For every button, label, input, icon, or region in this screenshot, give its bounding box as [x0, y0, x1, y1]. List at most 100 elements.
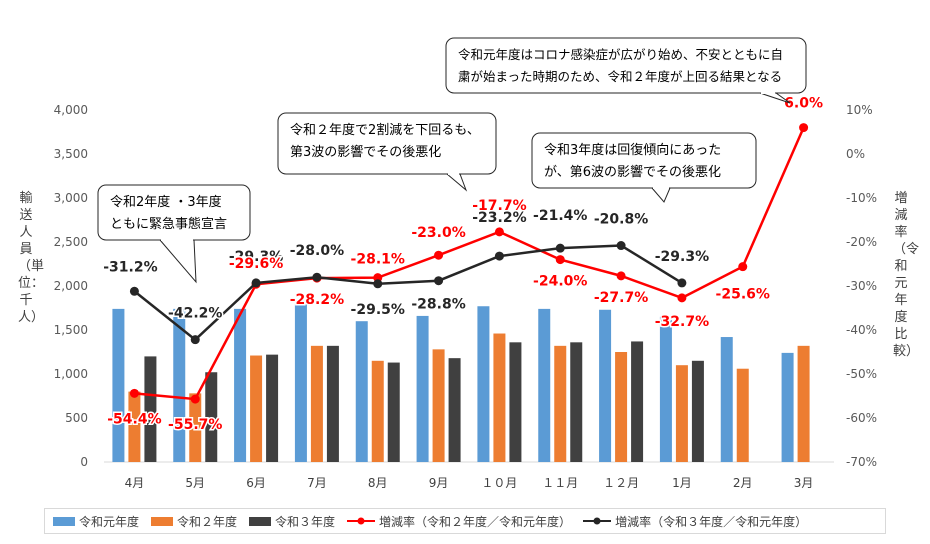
point-1	[799, 123, 809, 133]
line-series	[129, 123, 809, 404]
callout-text: 令和元年度はコロナ感染症が広がり始め、不安とともに自	[458, 47, 783, 62]
legend-swatch	[53, 516, 75, 526]
point-1	[555, 255, 565, 265]
x-tick-label: 2月	[733, 476, 753, 490]
bar-1	[720, 337, 733, 462]
axes: 0 500 1,000 1,500 2,000 2,500 3,000 3,500 4,000 -…	[54, 103, 877, 490]
y-left-tick-label: 4,000	[54, 103, 88, 117]
point-2	[555, 243, 565, 253]
legend-label: 令和元年度	[79, 514, 140, 529]
data-label-rate-r2: -24.0%	[533, 274, 587, 290]
y-right-tick-label: -60%	[846, 411, 877, 425]
callout-tail	[445, 173, 468, 192]
point-1	[616, 271, 626, 281]
point-2	[677, 278, 687, 288]
y-right-axis-title: 増減率（令和元年度比較）	[893, 191, 920, 359]
legend: 令和元年度 令和２年度 令和３年度 増減率（令和２年度／令和元年度） 増減率（令…	[44, 508, 886, 534]
y-right-tick-label: -70%	[846, 455, 877, 469]
bar-1	[599, 309, 612, 462]
bar-1	[173, 308, 186, 462]
point-1	[129, 388, 139, 398]
bar-2	[797, 345, 810, 462]
y-left-axis-title: 輸送人員（単位：千人）	[18, 191, 45, 325]
legend-label: 令和２年度	[177, 514, 238, 529]
point-2	[251, 278, 261, 288]
bar-1	[355, 321, 368, 462]
point-2	[312, 272, 322, 282]
point-2	[129, 286, 139, 296]
callout-text: が、第6波の影響でその後悪化	[544, 164, 721, 180]
data-label-rate-r3: -21.4%	[533, 208, 587, 224]
y-left-tick-label: 2,000	[54, 279, 88, 293]
y-right-tick-label: 0%	[846, 147, 865, 161]
point-2	[190, 335, 200, 345]
bar-2	[554, 345, 567, 462]
bar-1	[477, 306, 490, 462]
legend-label: 増減率（令和２年度／令和元年度）	[379, 514, 572, 529]
callout-box	[531, 132, 757, 189]
data-labels: -31.2% -42.2% -29.3% -28.0% -29.5% -28.8% -23.…	[102, 94, 825, 434]
point-2	[494, 251, 504, 261]
y-left-tick-label: 0	[80, 455, 88, 469]
callout-text: 令和2年度 ・3年度	[110, 194, 222, 210]
data-label-rate-r2: 6.0%	[784, 96, 823, 112]
legend-item-reiwa3: 令和３年度	[249, 513, 335, 530]
y-right-tick-label: 10%	[846, 103, 873, 117]
point-2	[373, 279, 383, 289]
bar-3	[570, 342, 583, 462]
callout-text: ともに緊急事態宣言	[110, 216, 227, 232]
data-label-rate-r3: -20.8%	[594, 212, 648, 228]
y-right-tick-label: -10%	[846, 191, 877, 205]
data-label-rate-r2: -25.6%	[716, 287, 770, 303]
x-tick-label: 9月	[429, 476, 449, 490]
bar-1	[112, 308, 125, 462]
y-left-tick-label: 1,500	[54, 323, 88, 337]
x-tick-label: 4月	[125, 476, 145, 490]
data-label-rate-r3: -23.2%	[472, 210, 526, 226]
data-label-rate-r3: -29.3%	[229, 249, 283, 265]
bar-2	[128, 391, 141, 462]
point-1	[738, 262, 748, 272]
bar-2	[250, 355, 263, 462]
bar-3	[691, 360, 704, 462]
bar-3	[631, 341, 644, 462]
y-right-tick-label: -20%	[846, 235, 877, 249]
bar-3	[448, 358, 461, 462]
point-2	[434, 276, 444, 286]
bar-2	[675, 365, 688, 462]
data-label-rate-r2: -28.1%	[351, 252, 405, 268]
bar-2	[371, 360, 384, 462]
legend-line-swatch	[347, 517, 376, 525]
bar-3	[205, 372, 218, 462]
callout-box	[445, 37, 807, 94]
x-tick-label: 8月	[368, 476, 388, 490]
callout-tail	[158, 239, 197, 284]
y-left-tick-label: 1,000	[54, 367, 88, 381]
x-tick-label: 7月	[307, 476, 327, 490]
data-label-rate-r2: -28.2%	[290, 292, 344, 308]
data-label-rate-r2: -17.7%	[472, 198, 526, 214]
x-tick-label: 5月	[185, 476, 205, 490]
point-1	[190, 394, 200, 404]
callout-text: 粛が始まった時期のため、令和２年度が上回る結果となる	[458, 69, 782, 84]
data-label-rate-r3: -28.8%	[411, 297, 465, 313]
line-1	[134, 127, 805, 401]
bar-1	[294, 304, 307, 462]
callout-tail	[650, 187, 671, 203]
bar-1	[234, 308, 247, 462]
callout-box	[277, 112, 497, 175]
bar-3	[326, 345, 339, 462]
y-left-tick-label: 500	[65, 411, 88, 425]
data-label-rate-r2: -29.6%	[229, 256, 283, 272]
bar-series	[112, 304, 810, 462]
x-tick-label: 3月	[794, 476, 814, 490]
y-right-tick-label: -40%	[846, 323, 877, 337]
data-label-rate-r3: -31.2%	[103, 259, 157, 275]
bar-3	[266, 354, 279, 462]
legend-label: 増減率（令和３年度／令和元年度）	[615, 514, 808, 529]
legend-item-rate-r2: 増減率（令和２年度／令和元年度）	[347, 513, 571, 530]
x-tick-label: 6月	[246, 476, 266, 490]
bar-3	[144, 356, 157, 462]
